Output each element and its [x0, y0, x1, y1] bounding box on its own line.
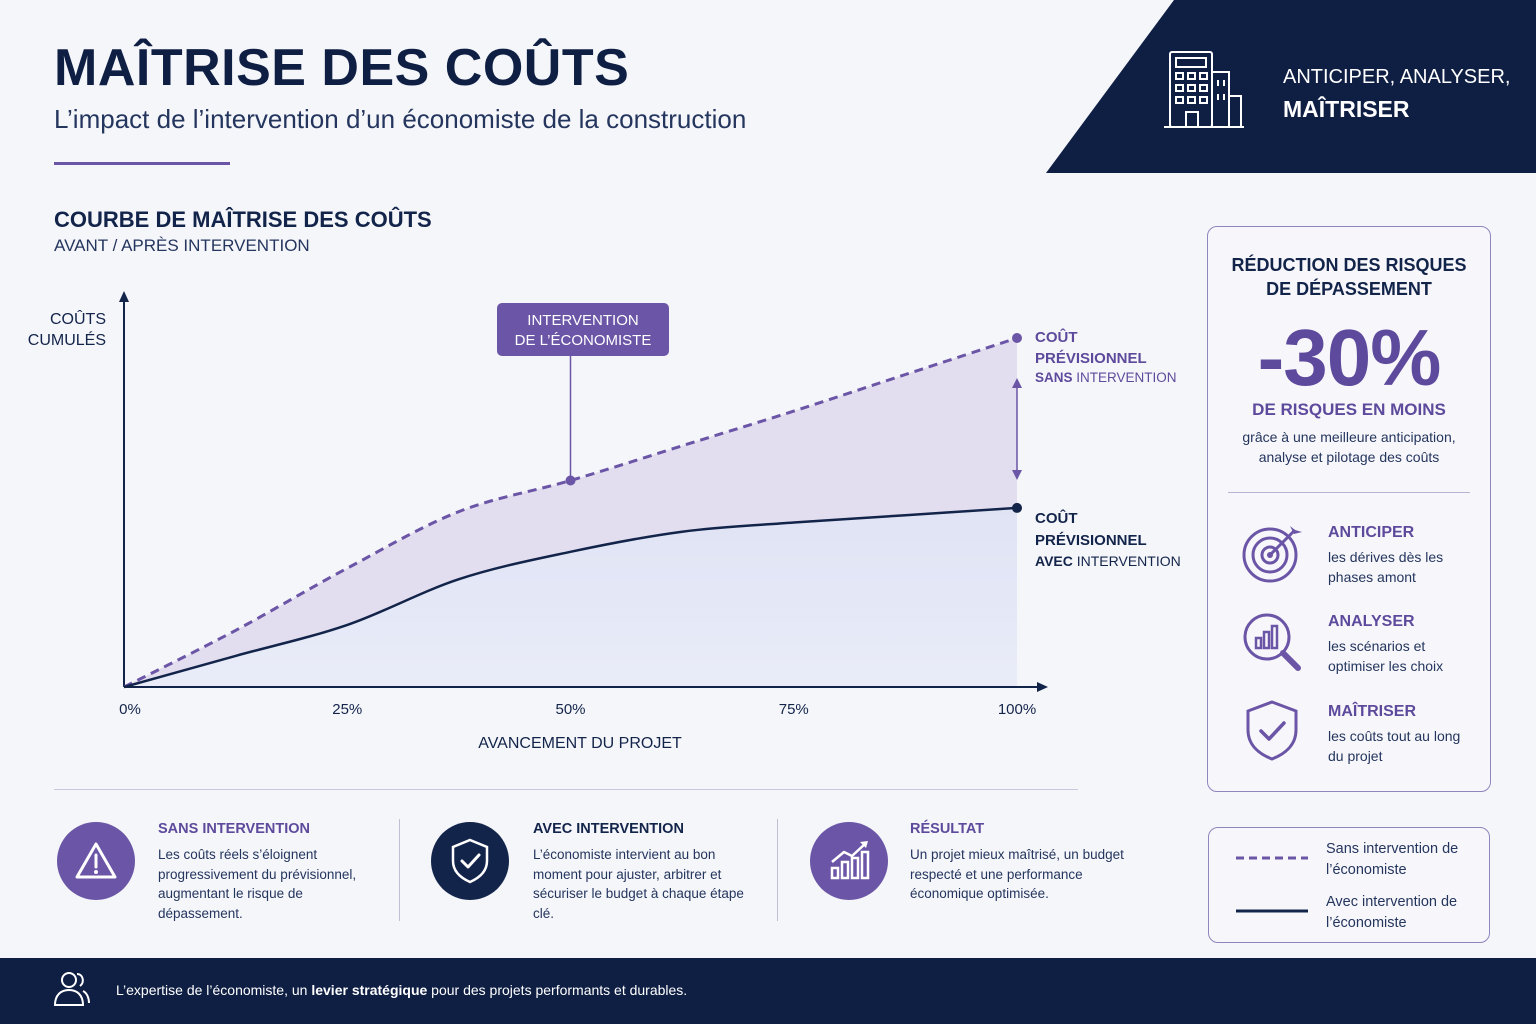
series-label-sans: COÛT PRÉVISIONNEL SANS INTERVENTION: [1035, 328, 1177, 385]
legend-card: [1208, 827, 1490, 943]
feature-desc-maitriser: les coûts tout au long du projet: [1328, 728, 1461, 764]
svg-text:AVEC INTERVENTION: AVEC INTERVENTION: [1035, 553, 1181, 569]
page-title: MAÎTRISE DES COÛTS: [54, 39, 630, 97]
x-tick-label: 50%: [555, 701, 585, 718]
risk-reduction-label: DE RISQUES EN MOINS: [1252, 400, 1446, 419]
bottom-divider: [54, 789, 1078, 790]
risk-reduction-value: -30%: [1257, 313, 1442, 402]
endpoint-avec-intervention: [1012, 502, 1022, 513]
annotation-line1: INTERVENTION: [527, 312, 638, 329]
x-axis-arrow-icon: [1037, 682, 1048, 692]
warning-circle: [57, 822, 135, 900]
info-title-sans: SANS INTERVENTION: [158, 821, 311, 837]
y-axis-label-line1: COÛTS: [50, 309, 106, 328]
shield-check-icon: [451, 838, 489, 884]
people-icon: [53, 972, 90, 1006]
side-divider: [1228, 492, 1470, 493]
info-desc-avec: L’économiste intervient au bon moment po…: [533, 847, 744, 921]
magnifier-chart-icon: [1243, 613, 1301, 671]
x-tick-label: 100%: [998, 701, 1036, 718]
endpoint-sans-intervention: [1012, 333, 1022, 343]
risk-reduction-description: grâce à une meilleure anticipation, anal…: [1242, 429, 1456, 465]
svg-text:PRÉVISIONNEL: PRÉVISIONNEL: [1035, 350, 1147, 367]
header-banner: [1046, 0, 1536, 173]
info-separator: [777, 819, 778, 921]
warning-icon: [75, 842, 117, 879]
cost-curve-chart: COÛTS CUMULÉS 0% 25% 50% 75% 100% AVANCEMENT…: [28, 291, 1181, 752]
shield-check-icon: [1246, 700, 1298, 761]
y-axis-arrow-icon: [119, 291, 129, 302]
legend-swatches: [1236, 856, 1308, 913]
footer-text: L’expertise de l’économiste, un levier s…: [116, 982, 688, 998]
svg-text:COÛT: COÛT: [1035, 328, 1078, 346]
annotation-line2: DE L’ÉCONOMISTE: [515, 332, 652, 349]
x-tick-label: 0%: [119, 701, 141, 718]
legend-label-sans: Sans intervention de l’économiste: [1326, 841, 1459, 878]
x-tick-label: 75%: [779, 701, 809, 718]
x-tick-label: 25%: [332, 701, 362, 718]
y-axis-label-line2: CUMULÉS: [28, 330, 106, 349]
footer-bar: [0, 958, 1536, 1024]
info-separator: [399, 819, 400, 921]
controlled-cost-area: [124, 507, 1017, 687]
growth-circle: [810, 822, 888, 900]
svg-text:PRÉVISIONNEL: PRÉVISIONNEL: [1035, 532, 1147, 549]
building-icon: [1164, 51, 1244, 128]
banner-tagline: ANTICIPER, ANALYSER,: [1283, 66, 1511, 88]
x-axis-label: AVANCEMENT DU PROJET: [478, 735, 682, 752]
gap-double-arrow-icon: [1012, 378, 1022, 480]
target-icon: [1242, 526, 1302, 583]
chart-title: COURBE DE MAÎTRISE DES COÛTS: [54, 207, 432, 232]
svg-text:COÛT: COÛT: [1035, 509, 1078, 527]
feature-desc-anticiper: les dérives dès les phases amont: [1328, 549, 1444, 585]
banner-tagline-bold: MAÎTRISER: [1283, 96, 1410, 122]
annotation-box: [497, 303, 669, 356]
info-title-resultat: RÉSULTAT: [910, 821, 985, 837]
info-title-avec: AVEC INTERVENTION: [533, 821, 684, 837]
feature-title-maitriser: MAÎTRISER: [1328, 703, 1416, 720]
growth-chart-icon: [830, 841, 870, 880]
legend-label-avec: Avec intervention de l’économiste: [1326, 894, 1458, 931]
feature-title-anticiper: ANTICIPER: [1328, 524, 1415, 541]
info-desc-resultat: Un projet mieux maîtrisé, un budget resp…: [910, 847, 1124, 901]
title-underline: [54, 162, 230, 165]
feature-desc-analyser: les scénarios et optimiser les choix: [1328, 638, 1444, 674]
info-desc-sans: Les coûts réels s’éloignent progressivem…: [158, 847, 357, 921]
feature-title-analyser: ANALYSER: [1328, 613, 1415, 630]
shield-circle: [431, 822, 509, 900]
chart-subtitle: AVANT / APRÈS INTERVENTION: [54, 236, 310, 255]
svg-text:SANS INTERVENTION: SANS INTERVENTION: [1035, 370, 1177, 385]
series-line-sans-intervention: [123, 336, 1018, 689]
series-label-avec: COÛT PRÉVISIONNEL AVEC INTERVENTION: [1035, 509, 1181, 569]
risk-reduction-heading: RÉDUCTION DES RISQUES DE DÉPASSEMENT: [1231, 255, 1467, 299]
risk-reduction-card: [1207, 226, 1491, 792]
page-subtitle: L’impact de l’intervention d’un économis…: [54, 104, 747, 134]
series-line-avec-intervention: [123, 506, 1018, 689]
